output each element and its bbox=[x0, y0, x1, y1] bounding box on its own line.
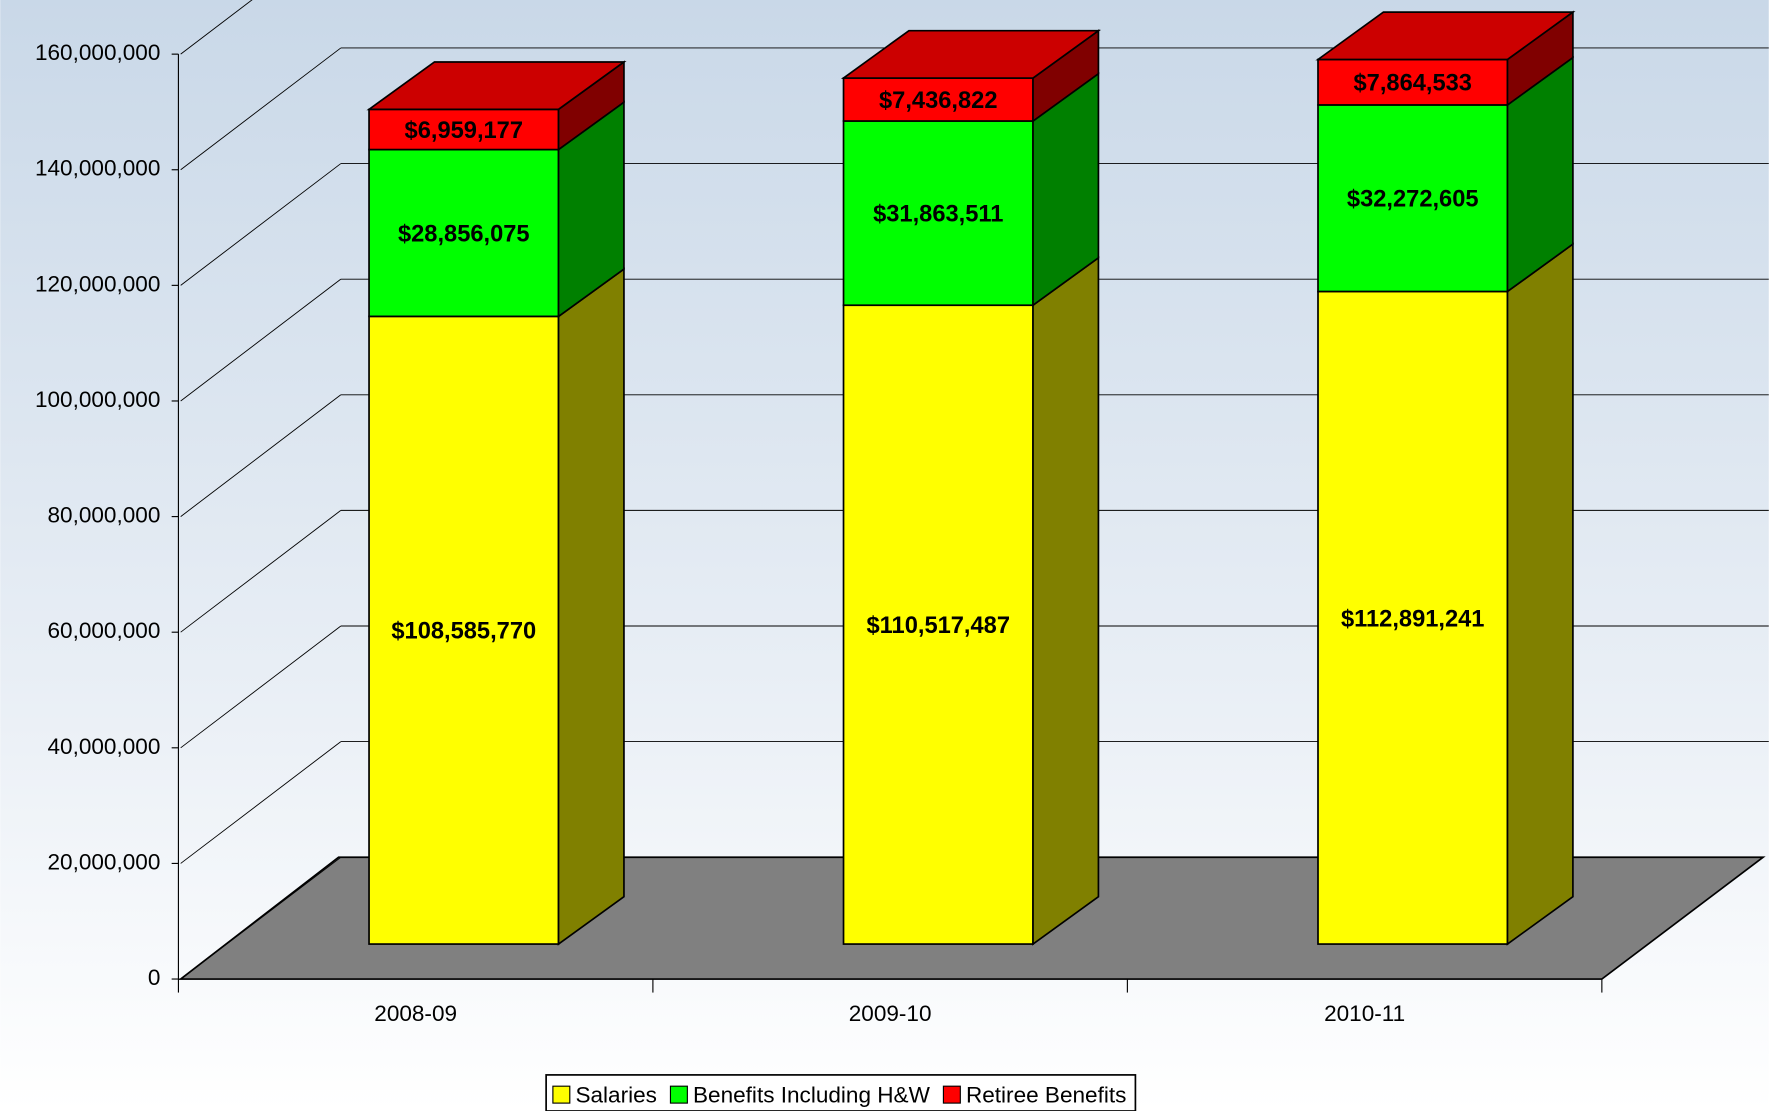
value-label: $112,891,241 bbox=[1341, 606, 1485, 632]
y-tick-label: 160,000,000 bbox=[35, 40, 160, 65]
legend-label: Salaries bbox=[575, 1082, 656, 1107]
y-tick-label: 0 bbox=[148, 965, 161, 990]
legend-label: Retiree Benefits bbox=[966, 1082, 1126, 1107]
y-tick-label: 120,000,000 bbox=[35, 271, 160, 296]
value-label: $28,856,075 bbox=[398, 221, 530, 247]
chart: 0 20,000,000 40,000,000 60,000,000 80,000,00… bbox=[0, 0, 1769, 1111]
x-tick-label: 2009-10 bbox=[849, 1001, 932, 1026]
y-tick-label: 100,000,000 bbox=[35, 387, 160, 412]
value-label: $108,585,770 bbox=[391, 619, 536, 645]
y-tick-label: 80,000,000 bbox=[48, 503, 161, 528]
bar-side bbox=[1033, 258, 1098, 944]
x-tick-label: 2010-11 bbox=[1324, 1001, 1405, 1026]
y-tick-label: 60,000,000 bbox=[48, 618, 161, 643]
legend-swatch bbox=[553, 1086, 570, 1103]
value-label: $110,517,487 bbox=[867, 613, 1011, 639]
legend-label: Benefits Including H&W bbox=[693, 1082, 931, 1107]
legend-swatch bbox=[943, 1086, 960, 1103]
y-tick-label: 140,000,000 bbox=[35, 156, 160, 181]
value-label: $31,863,511 bbox=[873, 202, 1003, 228]
page: {"chart_data": {"type": "bar3d_stacked",… bbox=[0, 0, 1769, 1111]
y-tick-label: 20,000,000 bbox=[48, 849, 161, 874]
bar-side bbox=[1507, 244, 1572, 944]
y-tick-label: 40,000,000 bbox=[48, 734, 161, 759]
bar-side bbox=[559, 269, 624, 944]
value-label: $7,436,822 bbox=[879, 88, 997, 114]
legend-swatch bbox=[670, 1086, 687, 1103]
value-label: $32,272,605 bbox=[1347, 187, 1479, 213]
value-label: $7,864,533 bbox=[1353, 71, 1471, 97]
value-label: $6,959,177 bbox=[405, 118, 523, 144]
x-tick-label: 2008-09 bbox=[374, 1001, 457, 1026]
